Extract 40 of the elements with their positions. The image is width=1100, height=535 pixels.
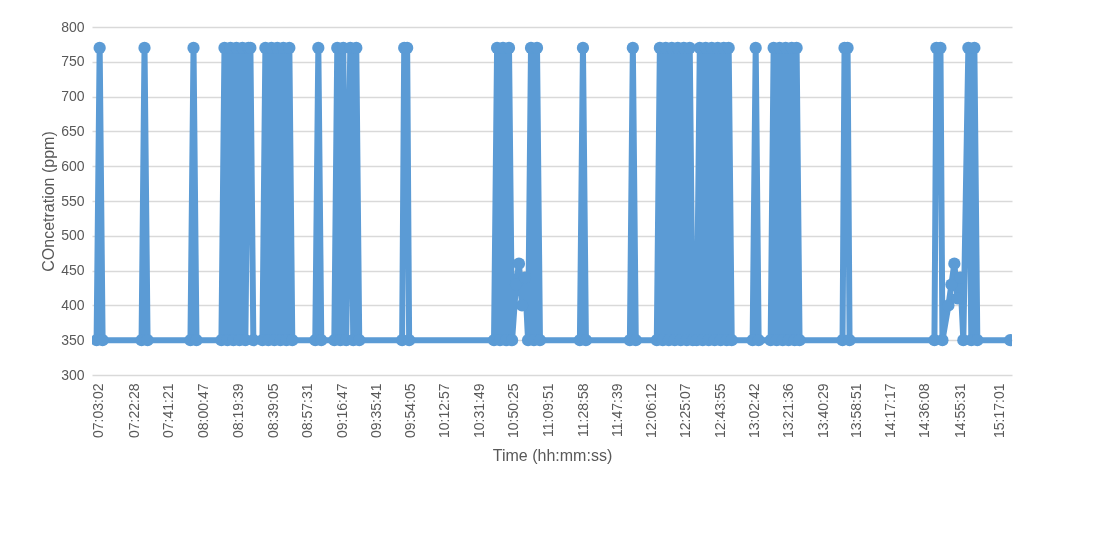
y-tick-label: 400: [61, 296, 85, 313]
x-tick-label: 13:40:29: [814, 383, 831, 438]
x-tick-label: 14:17:17: [881, 383, 898, 438]
x-axis-title: Time (hh:mm:ss): [492, 447, 613, 464]
y-tick-label: 600: [61, 157, 85, 174]
x-tick-label: 14:36:08: [916, 383, 933, 438]
x-tick-label: 15:17:01: [990, 383, 1007, 438]
x-tick-label: 08:39:05: [265, 383, 282, 438]
y-tick-label: 700: [61, 88, 85, 105]
x-tick-label: 08:19:39: [229, 383, 246, 438]
x-tick-label: 13:02:42: [745, 383, 762, 438]
y-tick-label: 550: [61, 192, 85, 209]
y-tick-label: 500: [61, 227, 85, 244]
x-tick-label: 09:35:41: [368, 383, 385, 438]
x-tick-label: 09:54:05: [401, 383, 418, 438]
x-tick-label: 12:06:12: [642, 383, 659, 438]
x-tick-label: 07:41:21: [159, 383, 176, 438]
x-tick-label: 10:31:49: [470, 383, 487, 438]
x-tick-label: 12:25:07: [677, 383, 694, 438]
x-tick-label: 13:58:51: [848, 383, 865, 438]
x-tick-label: 13:21:36: [780, 383, 797, 438]
x-tick-label: 09:16:47: [333, 383, 350, 438]
x-tick-label: 07:22:28: [125, 383, 142, 438]
y-tick-label: 300: [61, 366, 85, 383]
x-tick-label: 08:57:31: [298, 383, 315, 438]
x-tick-label: 11:09:51: [540, 383, 557, 437]
x-tick-label: 08:00:47: [195, 383, 212, 438]
x-tick-label: 11:28:58: [574, 383, 591, 437]
y-tick-label: 450: [61, 262, 85, 279]
y-tick-label: 650: [61, 122, 85, 139]
x-tick-label: 14:55:31: [951, 383, 968, 438]
x-tick-label: 10:12:57: [436, 383, 453, 438]
x-tick-label: 11:47:39: [609, 383, 626, 437]
x-tick-label: 12:43:55: [711, 383, 728, 438]
x-tick-label: 07:03:02: [90, 383, 107, 438]
y-tick-label: 750: [61, 53, 85, 70]
y-tick-label: 800: [61, 18, 85, 35]
y-axis-title: COncetration (ppm): [40, 131, 58, 272]
y-tick-label: 350: [61, 331, 85, 348]
x-tick-label: 10:50:25: [504, 383, 521, 438]
